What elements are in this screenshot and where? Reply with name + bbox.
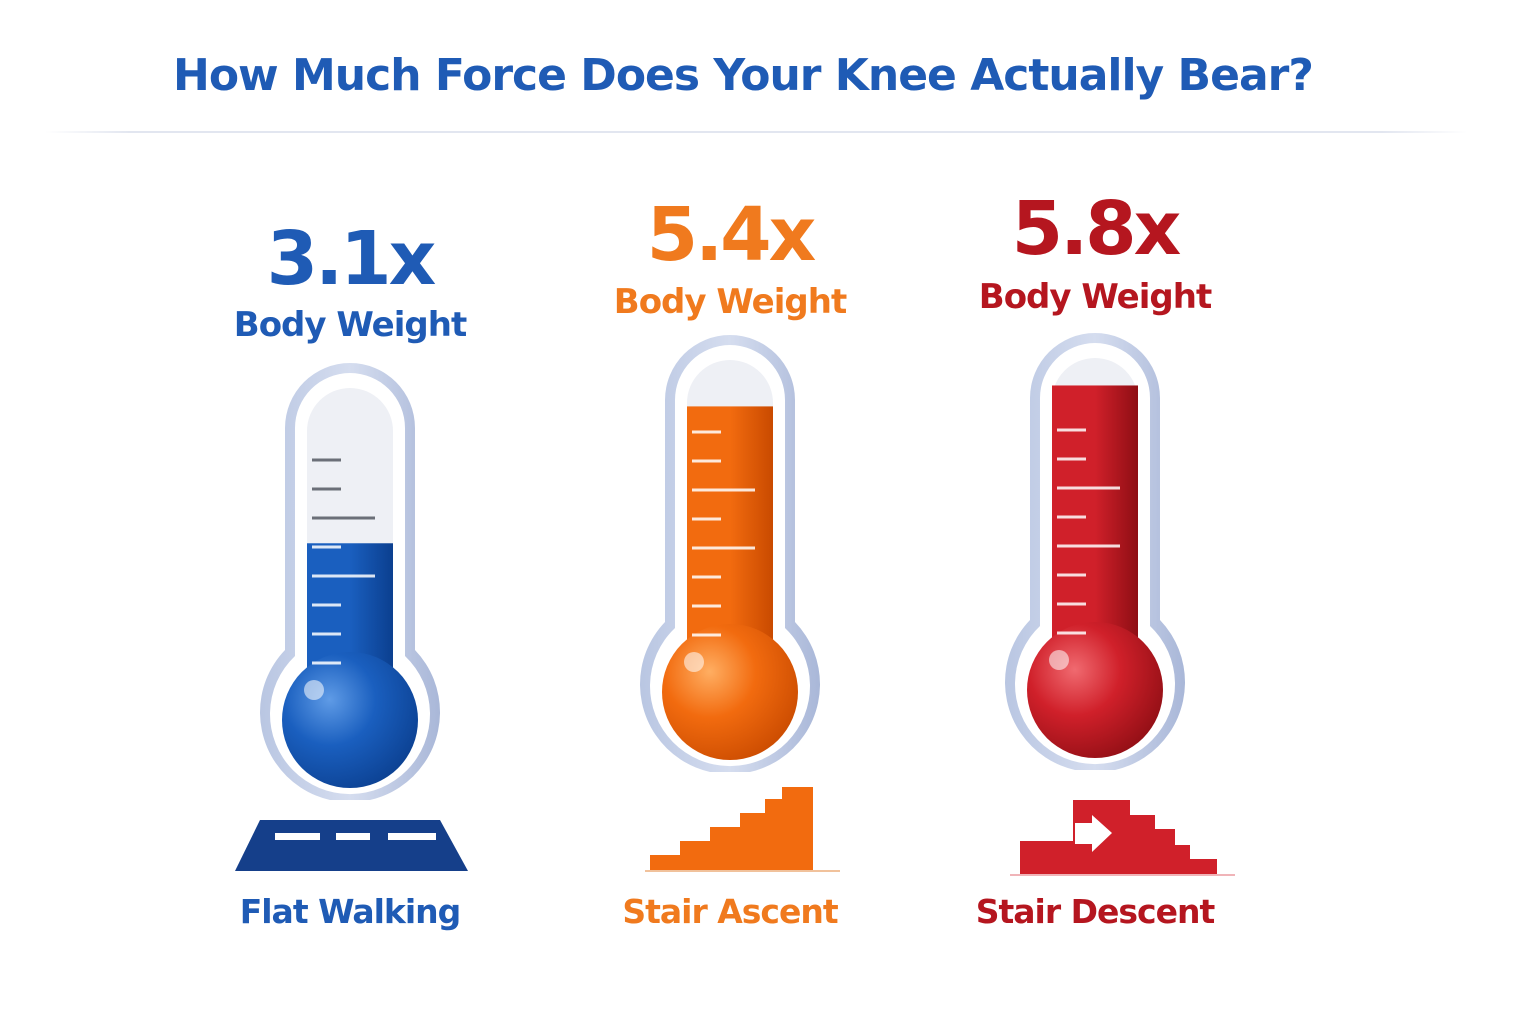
stairs-shape bbox=[650, 787, 813, 870]
road-dash bbox=[275, 833, 320, 840]
chart-title: How Much Force Does Your Knee Actually B… bbox=[173, 50, 1314, 101]
stairs-shape bbox=[1020, 800, 1217, 874]
thermometer-bulb bbox=[282, 652, 418, 788]
road-dash bbox=[336, 833, 370, 840]
thermometer-column: 5.8x Body Weight Stair Descent bbox=[915, 0, 1275, 1024]
stairs-down-icon bbox=[1010, 800, 1235, 876]
category-label: Flat Walking bbox=[239, 892, 462, 931]
bulb-highlight bbox=[1049, 650, 1069, 670]
value-label: 3.1x bbox=[266, 216, 437, 302]
thermometer-icon bbox=[640, 335, 820, 772]
bulb-highlight bbox=[304, 680, 324, 700]
arrow-icon bbox=[1075, 815, 1112, 852]
category-label: Stair Descent bbox=[975, 892, 1216, 931]
unit-label: Body Weight bbox=[613, 282, 847, 322]
thermometer-icon bbox=[1005, 333, 1185, 770]
value-label: 5.8x bbox=[1011, 186, 1182, 272]
category-label: Stair Ascent bbox=[622, 892, 838, 931]
road-dash bbox=[388, 833, 436, 840]
thermometer-column: 3.1x Body Weight Flat Walking bbox=[170, 0, 530, 1024]
stairs-up-icon bbox=[645, 787, 840, 872]
thermometer-bulb bbox=[1027, 622, 1163, 758]
road-shape bbox=[235, 820, 468, 871]
value-label: 5.4x bbox=[646, 192, 817, 278]
thermometer-column: 5.4x Body Weight Stair Ascent bbox=[550, 0, 910, 1024]
bulb-highlight bbox=[684, 652, 704, 672]
unit-label: Body Weight bbox=[978, 277, 1212, 317]
thermometer-bulb bbox=[662, 624, 798, 760]
unit-label: Body Weight bbox=[233, 305, 467, 345]
title-divider bbox=[45, 131, 1467, 133]
thermometer-icon bbox=[260, 363, 440, 800]
flat-road-icon bbox=[235, 820, 468, 871]
